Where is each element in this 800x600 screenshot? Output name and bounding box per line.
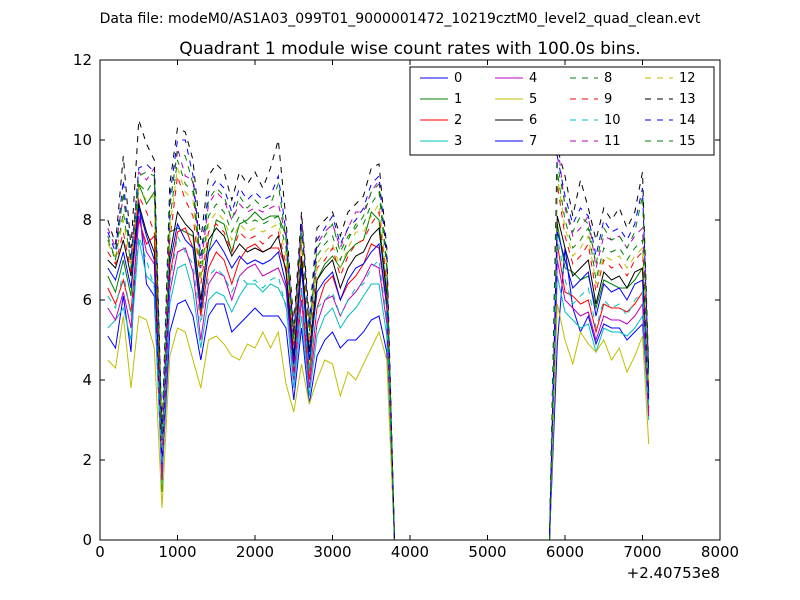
y-tick-label: 6: [82, 291, 92, 309]
series-10-line: [549, 235, 650, 541]
legend-label-6: 6: [529, 113, 537, 128]
y-tick-label: 12: [73, 51, 92, 69]
series-3-line: [107, 239, 395, 541]
y-tick-label: 10: [73, 131, 92, 149]
x-tick-label: 2000: [236, 543, 274, 561]
x-tick-label: 1000: [158, 543, 196, 561]
x-tick-label: 8000: [701, 543, 739, 561]
legend-label-2: 2: [454, 113, 462, 128]
x-tick-label: 3000: [313, 543, 351, 561]
chart-title: Quadrant 1 module wise count rates with …: [179, 39, 640, 59]
series-14-line: [107, 139, 395, 541]
series-15-line: [549, 163, 650, 541]
series-12-line: [107, 167, 395, 541]
series-6-line: [549, 215, 650, 541]
series-2-line: [107, 219, 395, 541]
x-axis-offset-label: +2.40753e8: [627, 564, 720, 582]
axis-ticks: 0 1000 2000 3000 4000 5000 6000 7000 80000246810…: [73, 51, 739, 561]
legend-label-11: 11: [604, 134, 621, 149]
x-tick-label: 7000: [623, 543, 661, 561]
series-12-line: [549, 175, 650, 541]
y-tick-label: 0: [82, 531, 92, 549]
legend-label-12: 12: [679, 71, 696, 86]
series-1-line: [549, 223, 650, 541]
x-tick-label: 6000: [546, 543, 584, 561]
series-15-line: [107, 151, 395, 541]
legend-label-15: 15: [679, 134, 696, 149]
legend-label-14: 14: [679, 113, 696, 128]
series-10-line: [107, 234, 395, 541]
series-4-line: [107, 215, 395, 541]
series-11-line: [107, 147, 395, 541]
x-tick-label: 5000: [468, 543, 506, 561]
legend-label-7: 7: [529, 134, 537, 149]
series-5-line: [549, 303, 650, 541]
legend-label-13: 13: [679, 92, 696, 107]
plot-lines: [107, 119, 650, 541]
series-8-line: [107, 159, 395, 541]
chart-suptitle: Data file: modeM0/AS1A03_099T01_90000014…: [100, 11, 701, 27]
legend-label-8: 8: [604, 71, 612, 86]
series-8-line: [549, 171, 650, 541]
legend-label-5: 5: [529, 92, 537, 107]
series-9-line: [107, 175, 395, 541]
y-tick-label: 8: [82, 211, 92, 229]
series-13-line: [549, 147, 650, 541]
legend-label-1: 1: [454, 92, 462, 107]
legend-label-3: 3: [454, 134, 462, 149]
series-7-line: [107, 207, 395, 541]
legend-label-4: 4: [529, 71, 537, 86]
series-11-line: [549, 139, 650, 541]
y-tick-label: 4: [82, 371, 92, 389]
x-tick-label: 4000: [391, 543, 429, 561]
series-0-line: [549, 247, 650, 541]
series-13-line: [107, 119, 395, 541]
series-3-line: [549, 275, 650, 541]
series-1-line: [107, 183, 395, 541]
series-7-line: [549, 231, 650, 541]
series-4-line: [549, 259, 650, 541]
legend-label-0: 0: [454, 71, 462, 86]
legend-label-10: 10: [604, 113, 621, 128]
series-6-line: [107, 203, 395, 541]
y-tick-label: 2: [82, 451, 92, 469]
legend-label-9: 9: [604, 92, 612, 107]
x-tick-label: 0: [95, 543, 105, 561]
legend-box: [409, 66, 715, 156]
series-14-line: [549, 155, 650, 541]
series-9-line: [549, 183, 650, 541]
series-5-line: [107, 315, 395, 541]
series-2-line: [549, 243, 650, 541]
